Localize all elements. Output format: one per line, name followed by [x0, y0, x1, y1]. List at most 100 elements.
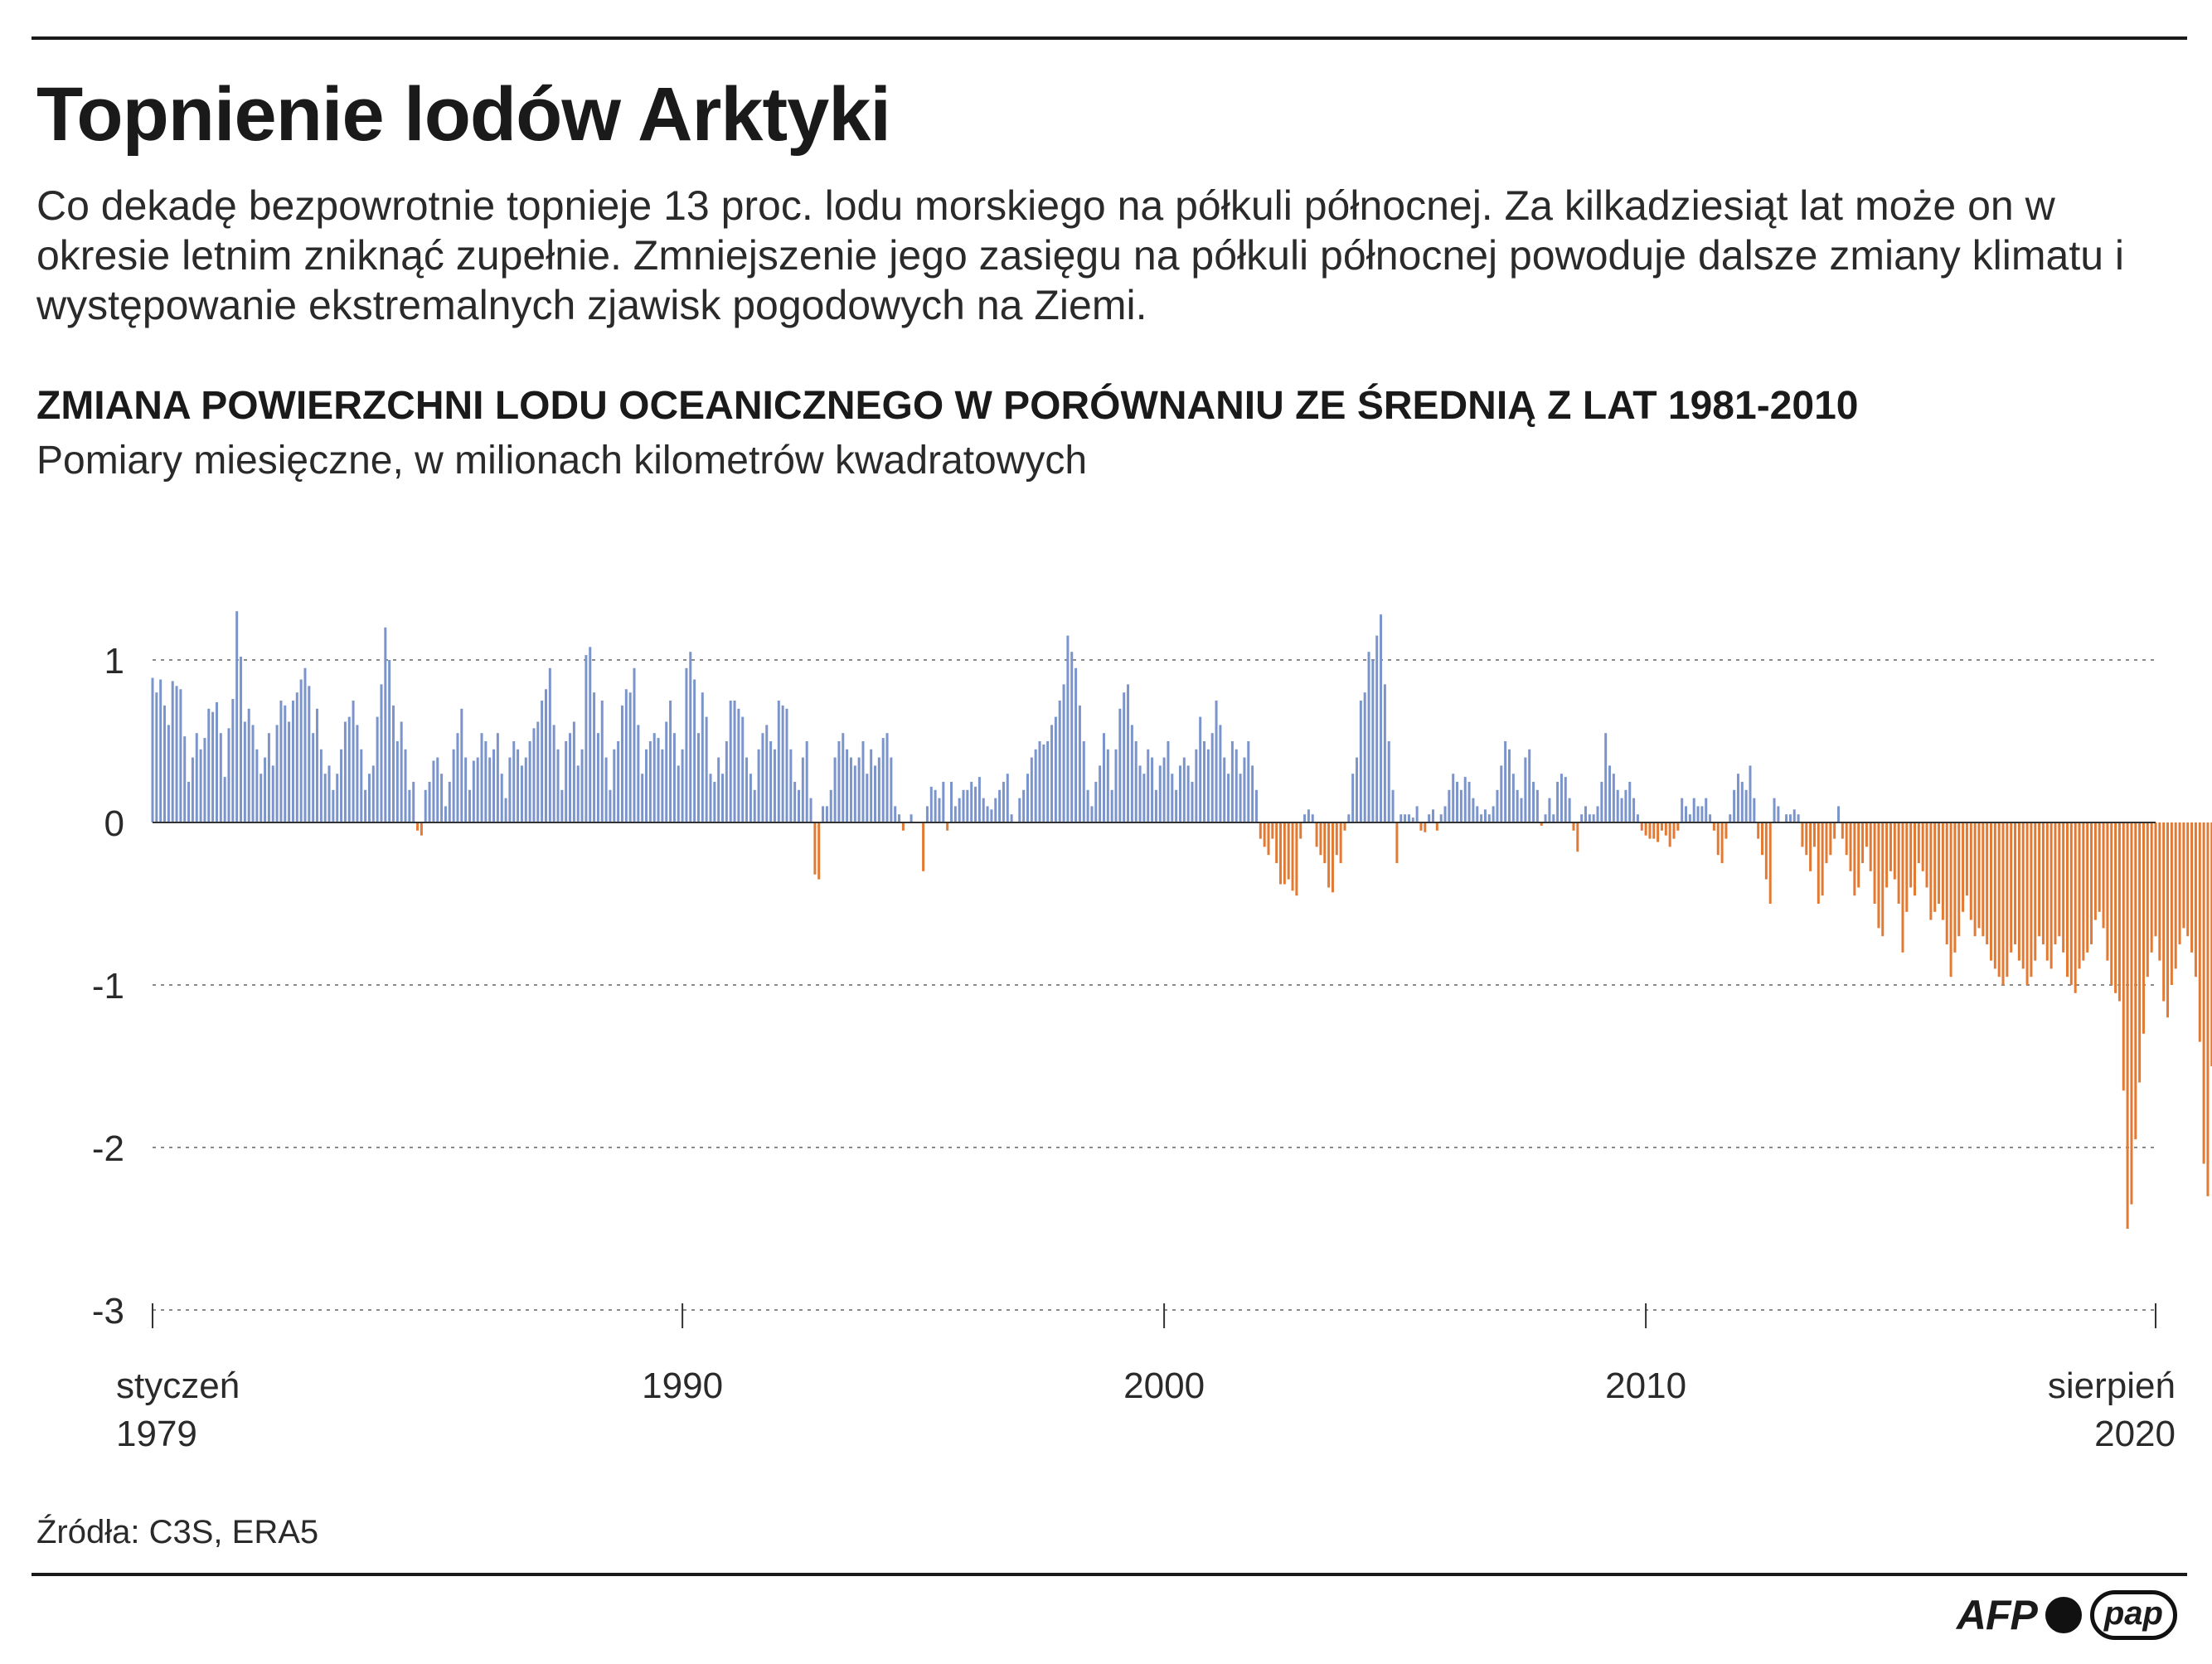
bar [2117, 822, 2121, 1002]
bar [2158, 822, 2161, 961]
bar [460, 708, 463, 822]
bar [2102, 822, 2105, 929]
bar [327, 765, 331, 822]
bar [1311, 814, 1314, 822]
bar [552, 725, 555, 822]
bar [191, 757, 194, 822]
x-tick-label: 2000 [1123, 1366, 1205, 1406]
bar [1090, 806, 1094, 822]
bar [203, 738, 206, 822]
bar [1210, 733, 1214, 822]
bar [163, 705, 167, 822]
bar [785, 708, 788, 822]
bar [1114, 749, 1118, 822]
bar [1709, 814, 1712, 822]
bar [2170, 822, 2173, 985]
bar [219, 733, 222, 822]
bar [1171, 774, 1174, 822]
bar [938, 798, 941, 822]
bar [1287, 822, 1290, 880]
bar [488, 757, 492, 822]
bar [569, 733, 572, 822]
x-axis [152, 822, 2156, 1328]
bar [1299, 822, 1302, 839]
bar [468, 789, 471, 822]
bar [1969, 822, 1972, 920]
bar [1809, 822, 1812, 871]
bar [1407, 814, 1410, 822]
bar [2069, 822, 2073, 985]
bar [175, 686, 178, 822]
bar [1138, 765, 1142, 822]
bar [464, 757, 468, 822]
bar [2025, 822, 2029, 985]
bar [801, 757, 804, 822]
bar [1395, 822, 1399, 863]
bar [1343, 822, 1346, 831]
bar [2202, 822, 2205, 1164]
bar [696, 733, 700, 822]
bar [404, 749, 407, 822]
bar [665, 721, 668, 822]
bar [1127, 684, 1130, 822]
bar [1592, 814, 1595, 822]
bar [2065, 822, 2069, 978]
bar [1182, 757, 1186, 822]
bar [395, 741, 399, 822]
page-title: Topnienie lodów Arktyki [36, 72, 891, 157]
bar [1797, 814, 1800, 822]
bar [1604, 733, 1608, 822]
bar [231, 699, 235, 822]
bar [628, 692, 632, 822]
bar [1576, 822, 1579, 852]
bar [288, 721, 291, 822]
bar [652, 733, 656, 822]
bar [789, 749, 793, 822]
bar [1516, 789, 1519, 822]
bar [2130, 822, 2133, 1205]
bar [1070, 652, 1074, 822]
bar [2114, 822, 2117, 993]
bar [637, 725, 640, 822]
bar [2006, 822, 2009, 978]
bar [2122, 822, 2125, 1091]
bar [1291, 822, 1294, 891]
bar [1817, 822, 1820, 904]
bar [1038, 741, 1041, 822]
bar [347, 716, 351, 822]
bar [1568, 798, 1571, 822]
bar [829, 789, 832, 822]
y-tick-label: -3 [92, 1291, 124, 1332]
bar [1777, 806, 1780, 822]
bar [1724, 822, 1728, 839]
bar [934, 789, 937, 822]
bar [2014, 822, 2017, 944]
bar [199, 749, 202, 822]
bar [1359, 701, 1362, 822]
bar [1054, 716, 1057, 822]
bar [517, 749, 520, 822]
bar [360, 749, 363, 822]
bar [376, 716, 379, 822]
bar [1267, 822, 1270, 856]
bar [825, 806, 828, 822]
y-tick-label: -2 [92, 1128, 124, 1169]
bar [536, 721, 540, 822]
bar [1588, 814, 1591, 822]
bar [721, 774, 725, 822]
bar [1736, 774, 1739, 822]
tick-labels: 1 0 -1 -2 -3 styczeń 1979 1990 2000 2010 sierpień 2… [92, 641, 2176, 1454]
bar [1700, 806, 1704, 822]
bar [1251, 765, 1254, 822]
bar [757, 749, 760, 822]
bar [994, 798, 997, 822]
bar [1716, 822, 1720, 856]
bar [1729, 814, 1732, 822]
bar [2017, 822, 2020, 961]
bar [998, 789, 1002, 822]
bar [1263, 822, 1266, 847]
bar [1788, 814, 1792, 822]
bar [211, 711, 215, 822]
bar [1074, 667, 1078, 822]
bar [541, 701, 544, 822]
